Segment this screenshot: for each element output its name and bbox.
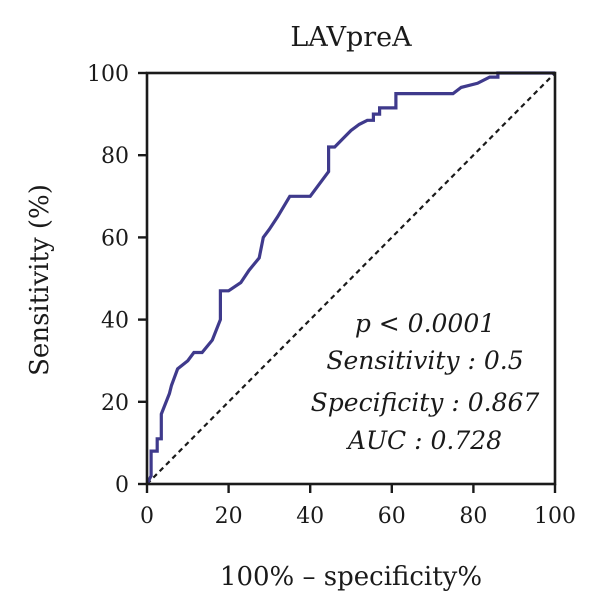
stats-annotations: p < 0.0001 Sensitivity : 0.5 Specificity… (311, 309, 540, 455)
roc-curve-line (145, 71, 555, 485)
plot-frame (145, 71, 557, 486)
annotation-p-value: p < 0.0001 (355, 309, 495, 338)
reference-diagonal-line (146, 72, 556, 485)
y-tick-label: 100 (87, 62, 129, 87)
y-tick-label: 0 (115, 473, 129, 498)
annotation-auc: AUC : 0.728 (346, 426, 502, 455)
x-tick-label: 100 (534, 504, 576, 529)
x-tick-label: 40 (296, 504, 324, 529)
chart-title: LAVpreA (290, 22, 412, 53)
x-tick-label: 80 (459, 504, 487, 529)
x-axis-label: 100% – specificity% (220, 562, 482, 592)
x-tick-label: 60 (378, 504, 406, 529)
x-tick-label: 20 (215, 504, 243, 529)
y-tick-label: 80 (101, 144, 129, 169)
y-tick-label: 40 (101, 309, 129, 334)
y-tick-label: 60 (101, 226, 129, 251)
plot-area: 0 20 40 60 80 100 0 20 40 60 80 100 (87, 62, 576, 529)
annotation-sensitivity: Sensitivity : 0.5 (326, 346, 523, 375)
x-tick-label: 0 (140, 504, 154, 529)
annotation-specificity: Specificity : 0.867 (311, 388, 540, 417)
y-axis-label: Sensitivity (%) (25, 184, 55, 376)
y-tick-label: 20 (101, 391, 129, 416)
